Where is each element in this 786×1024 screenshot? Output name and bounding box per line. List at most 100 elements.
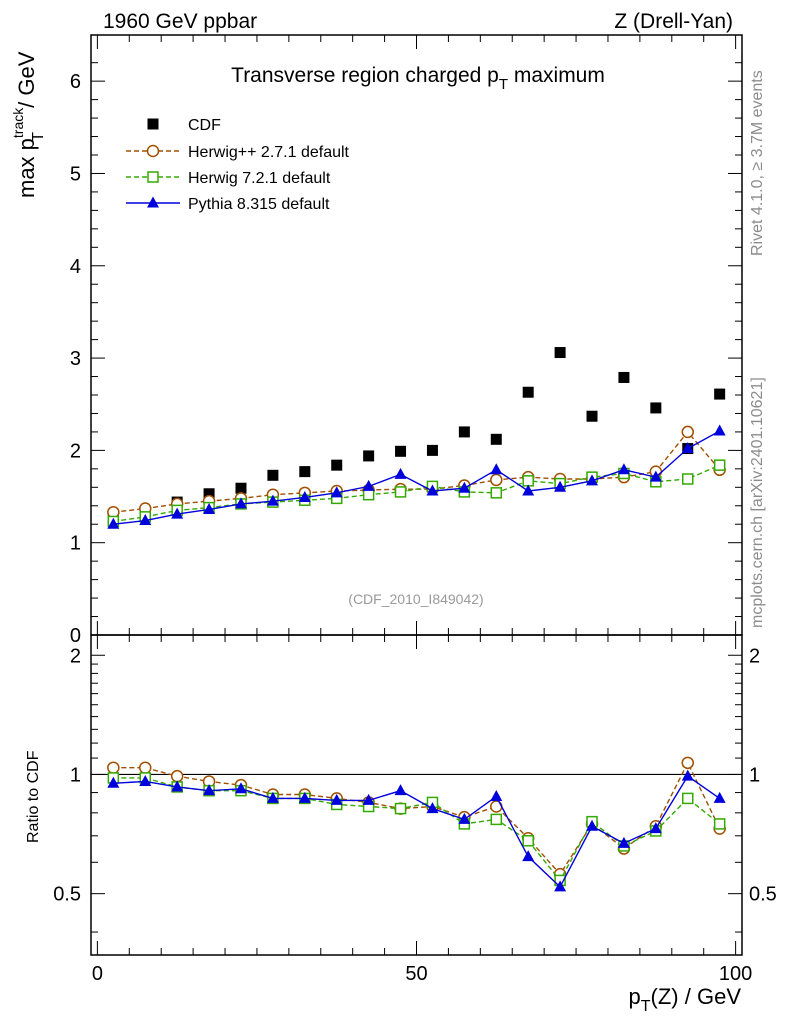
chart-title-tail: maximum: [508, 64, 605, 87]
herwig-2-7-1-main-point: [490, 473, 503, 487]
cdf-main-point: [522, 386, 534, 398]
herwig-7-2-1-ratio-point: [522, 835, 534, 847]
pythia-8-315-ratio-point: [713, 791, 726, 803]
analysis-id-watermark: (CDF_2010_I849042): [348, 591, 483, 607]
herwig-7-2-1-ratio-point: [682, 792, 694, 805]
pythia-8-315-main-point: [713, 424, 726, 436]
herwig-7-2-1-ratio-line: [113, 777, 721, 882]
x-axis-label-main: p: [629, 984, 641, 1009]
cdf-main-point: [714, 388, 726, 400]
main-y-tick-labels: 0 1 2 3 4 5 6: [70, 71, 81, 647]
pythia-8-315-ratio-point: [139, 774, 152, 786]
main-y-tick-label: 5: [70, 163, 81, 185]
x-axis-label-subscript: T: [641, 998, 651, 1015]
ratio-y-tick-label-right: 0.5: [749, 884, 777, 906]
ratio-y-axis-label: Ratio to CDF: [25, 750, 42, 843]
pythia-8-315-main-point: [330, 486, 343, 498]
pythia-8-315-ratio-point: [394, 784, 407, 796]
pythia-8-315-ratio-line: [113, 775, 721, 889]
herwig-7-2-1-main-point: [362, 488, 375, 501]
cdf-main-point: [299, 466, 311, 478]
pythia-8-315-ratio-point: [649, 822, 662, 834]
header-right-label: Z (Drell-Yan): [614, 10, 733, 33]
pythia-8-315-main-point: [522, 484, 535, 496]
cdf-main-point: [650, 402, 662, 414]
x-tick-label: 100: [719, 963, 752, 985]
cdf-main-point: [267, 469, 279, 481]
ratio-plot-frame: [90, 634, 743, 956]
pythia-8-315-ratio-point: [234, 782, 247, 794]
pythia-8-315-main-point: [458, 481, 471, 493]
ratio-y-tick-label-right: 1: [749, 764, 760, 786]
herwig-2-7-1-ratio-point: [107, 761, 120, 774]
x-tick-labels: 0 50 100: [92, 963, 752, 985]
pythia-8-315-ratio-point: [107, 776, 120, 788]
x-tick-label: 0: [92, 963, 103, 985]
ratio-y-tick-label-right: 2: [749, 645, 760, 667]
herwig-2-7-1-ratio-point: [139, 761, 152, 774]
ratio-axis-ticks: [91, 635, 742, 955]
rivet-version-label: Rivet 4.1.0, ≥ 3.7M events: [749, 70, 766, 256]
cdf-main-point: [586, 410, 598, 422]
pythia-8-315-ratio-point: [458, 812, 471, 824]
main-y-tick-label: 6: [70, 71, 81, 93]
pythia-8-315-ratio-point: [681, 769, 694, 781]
pythia-8-315-main-point: [426, 484, 439, 496]
pythia-8-315-ratio-point: [203, 784, 216, 796]
herwig-7-2-1-main-line: [113, 464, 720, 523]
herwig-7-2-1-ratio-point: [713, 818, 726, 830]
legend-label-herwig-2-7-1: Herwig++ 2.7.1 default: [188, 144, 350, 161]
chart-title-main: Transverse region charged p: [231, 64, 499, 87]
cdf-main-point: [554, 347, 566, 359]
legend-marker-cdf: [147, 118, 159, 130]
pythia-8-315-ratio-point: [330, 793, 343, 805]
pythia-8-315-main-point: [586, 474, 599, 486]
y-axis-label-superscript: track: [10, 107, 26, 138]
herwig-2-7-1-ratio-point: [681, 756, 694, 770]
pythia-8-315-ratio-point: [490, 789, 503, 801]
pythia-8-315-main-point: [298, 490, 311, 502]
pythia-8-315-main-point: [554, 480, 567, 492]
herwig-2-7-1-ratio-point: [170, 769, 184, 783]
x-axis-label: pT(Z) / GeV: [629, 984, 742, 1015]
pythia-8-315-main-point: [681, 442, 694, 454]
ratio-y-tick-label-left: 2: [70, 645, 81, 667]
legend-label-pythia-8-315: Pythia 8.315 default: [188, 196, 330, 213]
pythia-8-315-ratio-point: [362, 793, 375, 805]
pythia-8-315-main-point: [203, 502, 216, 514]
herwig-2-7-1-main-point: [681, 425, 694, 439]
main-y-tick-label: 4: [70, 256, 81, 278]
main-y-tick-label: 2: [70, 440, 81, 462]
pythia-8-315-main-point: [171, 507, 184, 519]
ratio-y-tick-label-left: 1: [70, 764, 81, 786]
main-y-tick-label: 3: [70, 348, 81, 370]
x-tick-label: 50: [405, 963, 427, 985]
cdf-main-point: [331, 459, 343, 471]
cdf-main-point: [235, 482, 247, 494]
pythia-8-315-ratio-point: [617, 836, 630, 848]
ratio-y-tick-label-left: 0.5: [53, 884, 81, 906]
pythia-8-315-ratio-point: [586, 819, 599, 831]
pythia-8-315-ratio-point: [522, 850, 535, 862]
ratio-y-tick-labels: 0.5 0.5 1 1 2 2: [53, 645, 777, 905]
x-axis-label-tail: (Z) / GeV: [651, 984, 742, 1009]
herwig-7-2-1-main-point: [522, 475, 534, 487]
chart-title-subscript: T: [499, 76, 508, 93]
main-axis-ticks: [91, 35, 742, 636]
cdf-main-point: [363, 450, 375, 462]
y-axis-label: max ptrack T / GeV: [10, 51, 47, 198]
pythia-8-315-ratio-point: [426, 802, 439, 814]
pythia-8-315-main-point: [107, 517, 120, 529]
pythia-8-315-main-point: [266, 494, 279, 506]
chart-title: Transverse region charged pT maximum: [231, 64, 605, 93]
pythia-8-315-main-point: [394, 467, 407, 479]
cdf-main-point: [490, 433, 502, 445]
herwig-7-2-1-main-point: [713, 459, 726, 471]
main-y-tick-label: 0: [70, 625, 81, 647]
pythia-8-315-main-point: [617, 463, 630, 475]
pythia-8-315-ratio-point: [266, 791, 279, 803]
main-series-layer: [107, 347, 726, 529]
ratio-series-layer: [107, 756, 726, 892]
herwig-7-2-1-ratio-point: [490, 813, 503, 826]
